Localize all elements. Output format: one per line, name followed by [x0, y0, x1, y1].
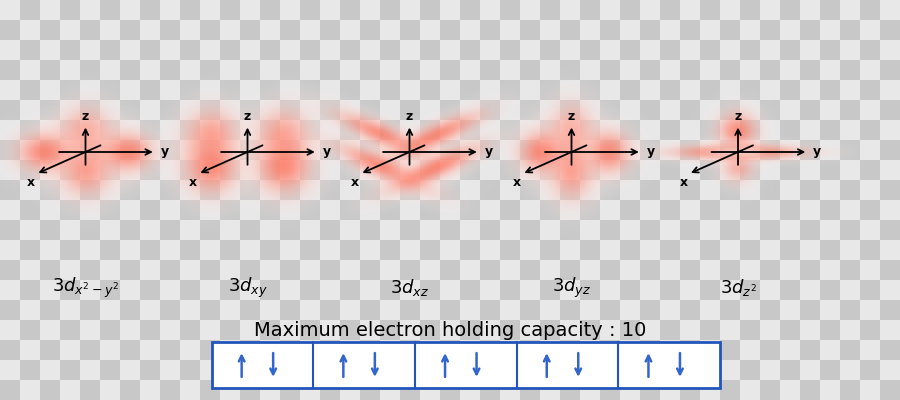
- Text: x: x: [680, 176, 688, 189]
- Text: y: y: [646, 146, 654, 158]
- Text: y: y: [484, 146, 492, 158]
- Text: z: z: [568, 110, 575, 123]
- Text: z: z: [244, 110, 251, 123]
- Text: x: x: [27, 176, 35, 189]
- Text: z: z: [734, 110, 742, 123]
- Text: y: y: [813, 146, 821, 158]
- Text: x: x: [351, 176, 359, 189]
- Bar: [212, 342, 720, 388]
- Text: $3d_{xz}$: $3d_{xz}$: [390, 278, 429, 298]
- Text: x: x: [189, 176, 197, 189]
- Text: y: y: [322, 146, 330, 158]
- Text: x: x: [513, 176, 521, 189]
- Text: $3d_{xy}$: $3d_{xy}$: [228, 276, 267, 300]
- Text: Maximum electron holding capacity : 10: Maximum electron holding capacity : 10: [254, 320, 646, 340]
- Text: z: z: [406, 110, 413, 123]
- Text: $3d_{yz}$: $3d_{yz}$: [552, 276, 591, 300]
- Text: $3d_{z^2}$: $3d_{z^2}$: [720, 278, 756, 298]
- Text: z: z: [82, 110, 89, 123]
- Text: y: y: [160, 146, 168, 158]
- Text: $3d_{x^2-y^2}$: $3d_{x^2-y^2}$: [52, 276, 119, 300]
